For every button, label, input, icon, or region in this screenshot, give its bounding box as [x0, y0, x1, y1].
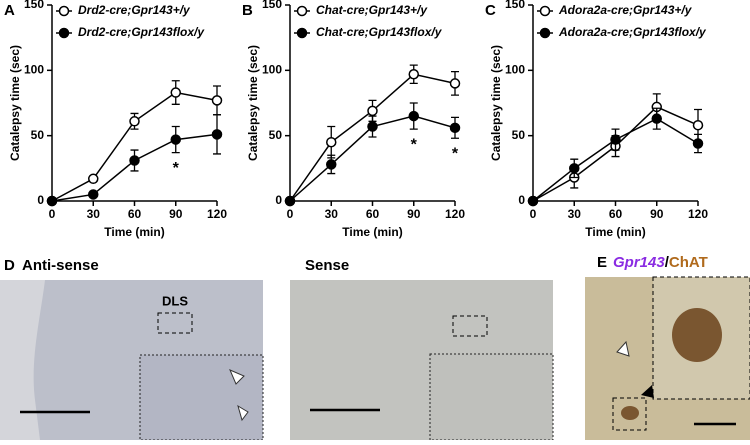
panel-title: Gpr143/ChAT	[613, 254, 708, 271]
data-point	[284, 195, 296, 207]
x-tick-label: 0	[287, 207, 294, 221]
x-tick-label: 90	[407, 207, 421, 221]
data-point	[170, 134, 181, 145]
panel-label: E	[597, 254, 607, 271]
y-axis-label: Catalepsy time (sec)	[8, 45, 22, 161]
legend-marker	[58, 5, 70, 17]
data-point	[651, 113, 662, 124]
legend-label: Adora2a-cre;Gpr143+/y	[558, 3, 693, 17]
legend-label: Drd2-cre;Gpr143+/y	[78, 3, 191, 17]
panel-title: Sense	[305, 257, 349, 274]
x-axis-label: Time (min)	[585, 225, 645, 239]
y-tick-label: 100	[505, 63, 525, 77]
cell	[672, 308, 722, 362]
y-tick-label: 100	[24, 63, 44, 77]
annotation: *	[452, 145, 459, 162]
y-tick-label: 0	[275, 193, 282, 207]
marker-name: Gpr143	[613, 254, 665, 271]
x-tick-label: 30	[325, 207, 339, 221]
legend-marker	[296, 5, 308, 17]
x-tick-label: 30	[87, 207, 101, 221]
y-tick-label: 150	[505, 0, 525, 11]
data-point	[129, 116, 140, 127]
series-line	[289, 73, 456, 202]
inset	[139, 354, 264, 441]
y-axis-label: Catalepsy time (sec)	[246, 45, 260, 161]
data-point	[449, 122, 461, 134]
legend-label: Adora2a-cre;Gpr143flox/y	[558, 25, 707, 39]
x-tick-label: 30	[568, 207, 582, 221]
panel-title: Anti-sense	[22, 257, 99, 274]
arrowhead	[641, 385, 654, 398]
series-line	[51, 91, 218, 202]
x-tick-label: 60	[366, 207, 380, 221]
y-tick-label: 100	[262, 63, 282, 77]
data-point	[326, 136, 337, 148]
data-point	[408, 69, 419, 80]
e-box	[612, 397, 647, 431]
x-tick-label: 0	[49, 207, 56, 221]
legend-marker	[296, 27, 308, 39]
y-tick-label: 0	[518, 193, 525, 207]
legend-marker	[539, 5, 551, 17]
data-point	[692, 119, 704, 131]
dls-box	[157, 312, 193, 334]
y-tick-label: 50	[512, 128, 526, 142]
data-point	[692, 138, 704, 149]
region-label: DLS	[162, 293, 188, 308]
data-point	[211, 95, 223, 106]
data-point	[367, 105, 378, 117]
data-point	[569, 163, 580, 174]
panel-label: C	[485, 2, 496, 19]
legend-label: Drd2-cre;Gpr143flox/y	[78, 25, 205, 39]
panel-label: D	[4, 257, 15, 274]
y-tick-label: 50	[269, 128, 283, 142]
arrowhead	[616, 340, 630, 357]
data-point	[46, 195, 58, 207]
x-tick-label: 60	[128, 207, 142, 221]
arrowhead	[229, 369, 245, 385]
separator: /	[665, 254, 670, 271]
x-tick-label: 60	[609, 207, 623, 221]
x-tick-label: 90	[169, 207, 183, 221]
panel-label: B	[242, 2, 253, 19]
data-point	[88, 173, 99, 185]
y-axis-label: Catalepsy time (sec)	[489, 45, 503, 161]
x-tick-label: 120	[445, 207, 465, 221]
legend-label: Chat-cre;Gpr143flox/y	[316, 25, 443, 39]
x-tick-label: 90	[650, 207, 664, 221]
data-point	[527, 195, 539, 207]
y-tick-label: 0	[37, 193, 44, 207]
x-tick-label: 0	[530, 207, 537, 221]
x-axis-label: Time (min)	[104, 225, 164, 239]
data-point	[367, 121, 378, 132]
data-point	[449, 78, 461, 89]
data-point	[211, 129, 223, 140]
annotation: *	[411, 136, 418, 153]
annotation: *	[173, 160, 180, 177]
dls-box	[452, 315, 488, 337]
data-point	[326, 159, 337, 170]
y-tick-label: 50	[31, 128, 45, 142]
x-tick-label: 120	[688, 207, 708, 221]
panel-label: A	[4, 2, 15, 19]
arrowhead	[237, 404, 249, 422]
legend-label: Chat-cre;Gpr143+/y	[316, 3, 428, 17]
y-tick-label: 150	[262, 0, 282, 11]
data-point	[170, 87, 181, 98]
data-point	[408, 110, 419, 122]
tissue-edge	[0, 280, 45, 440]
data-point	[88, 189, 99, 200]
marker-name: ChAT	[669, 254, 708, 271]
data-point	[610, 134, 621, 145]
y-tick-label: 150	[24, 0, 44, 11]
cell	[621, 406, 639, 420]
x-axis-label: Time (min)	[342, 225, 402, 239]
legend-marker	[539, 27, 551, 39]
legend-marker	[58, 27, 70, 39]
inset	[429, 353, 554, 441]
x-tick-label: 120	[207, 207, 227, 221]
data-point	[129, 155, 140, 166]
